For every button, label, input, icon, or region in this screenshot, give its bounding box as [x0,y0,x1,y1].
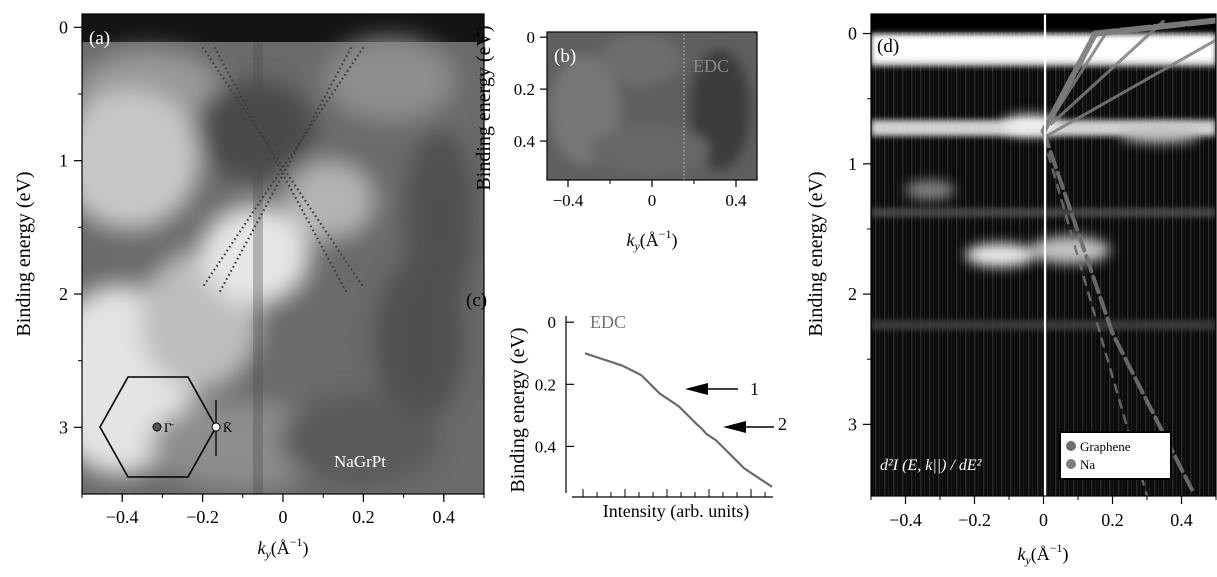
c-y-tick-label: 0.2 [535,375,556,394]
d-x-tick-label: −0.2 [958,510,991,530]
overlay-line-1 [201,46,365,288]
panel-d-label: (d) [877,36,899,57]
k-point [211,422,221,432]
c-y-tick-label: 0.4 [535,437,557,456]
panel-b-y-axis: 0 0.2 0.4 [514,28,547,151]
c-y-tick-label: 0 [548,313,557,332]
edc-curve [584,352,773,488]
panel-a-y-axis: 0 1 2 3 [59,17,82,437]
panel-b: (b) EDC 0 0.2 0.4 −0.4 0 0.4 Binding energy … [473,25,758,253]
brillouin-zone: Γ̄ K̄ [99,376,233,478]
arrow-2: 2 [723,414,787,434]
d-y-tick-label: 0 [848,24,857,44]
panel-d-image [871,14,1216,496]
a-x-tick-label: 0.2 [352,507,375,527]
d-x-tick-label: 0.2 [1101,510,1124,530]
panel-d-y-label: Binding energy (eV) [805,171,827,336]
arrow-2-label: 2 [778,414,787,434]
gamma-label: Γ̄ [164,420,174,435]
derivative-formula: d²I (E, k||) / dE² [880,457,983,474]
panel-c-y-axis: 0 0.2 0.4 [535,313,574,456]
band-na-strand [1042,32,1107,133]
panel-d-x-label: ky(Å−1) [1017,541,1068,567]
gamma-point [152,422,162,432]
panel-c-y-label: Binding energy (eV) [507,327,529,492]
arrow-1-label: 1 [750,379,759,399]
overlay-line-3 [201,46,365,288]
a-y-tick-label: 2 [59,284,68,304]
b-y-tick-label: 0 [527,28,536,47]
panel-a-y-label: Binding energy (eV) [13,171,35,336]
d-x-tick-label: 0.4 [1170,510,1193,530]
d-y-tick-label: 2 [848,284,857,304]
a-x-tick-label: 0 [279,507,288,527]
legend-graphene-marker [1066,441,1076,451]
panel-b-y-label: Binding energy (eV) [473,25,495,190]
legend-na-marker [1066,459,1076,469]
b-x-tick-label: 0.4 [725,191,747,210]
panel-c-label: (c) [466,290,487,311]
b-y-tick-label: 0.2 [514,80,535,99]
d-x-tick-label: −0.4 [889,510,922,530]
band-na-strand [1042,38,1216,140]
b-y-tick-label: 0.4 [514,132,536,151]
panel-a: Γ̄ K̄ (a) NaGrPt 0 1 2 3 −0.4 −0.2 0 0.2 0.4 Bi… [13,13,485,561]
band-na [1040,17,1216,135]
panel-c-edc-label: EDC [590,312,626,332]
panel-a-image [82,14,484,494]
panel-c: (c) 00.20.4 EDC 1 2 Binding energy (eV) … [466,290,787,522]
a-y-tick-label: 3 [59,417,68,437]
panel-d-y-axis: 0 1 2 3 [848,24,871,434]
b-x-tick-label: −0.4 [553,191,584,210]
a-x-tick-label: 0.4 [433,507,456,527]
panel-a-x-label: ky(Å−1) [257,535,308,561]
d-y-tick-label: 1 [848,154,857,174]
panel-c-x-ticks [582,489,766,497]
panel-b-image [547,32,757,180]
k-label: K̄ [223,420,233,435]
panel-b-x-label: ky(Å−1) [626,227,677,253]
panel-d-x-axis: −0.4 −0.2 0 0.2 0.4 [870,496,1217,530]
arrow-1: 1 [685,379,759,399]
panel-b-x-axis: −0.4 0 0.4 [553,180,747,210]
legend-box [1059,431,1172,480]
panel-a-x-axis: −0.4 −0.2 0 0.2 0.4 [81,494,485,527]
panel-b-label: (b) [554,46,576,67]
a-x-tick-label: −0.4 [106,507,139,527]
b-x-tick-label: 0 [648,191,657,210]
panel-d-legend: Graphene Na [1059,431,1172,480]
a-y-tick-label: 0 [59,17,68,37]
panel-a-label: (a) [89,28,110,49]
panel-d: (d) d²I (E, k||) / dE² Graphene Na 0123 … [805,13,1217,567]
dispersion-overlay [201,46,365,295]
overlay-line-2 [213,46,349,295]
d-y-tick-label: 3 [848,414,857,434]
legend-graphene-label: Graphene [1080,439,1131,454]
band-na-strand [1049,19,1166,126]
panel-c-x-label: Intensity (arb. units) [603,501,749,522]
panel-b-edc-label: EDC [693,56,729,76]
legend-na-label: Na [1080,457,1095,472]
overlay-line-4 [217,46,353,295]
a-y-tick-label: 1 [59,151,68,171]
sample-label: NaGrPt [334,452,386,471]
d-x-tick-label: 0 [1039,510,1048,530]
a-x-tick-label: −0.2 [186,507,219,527]
